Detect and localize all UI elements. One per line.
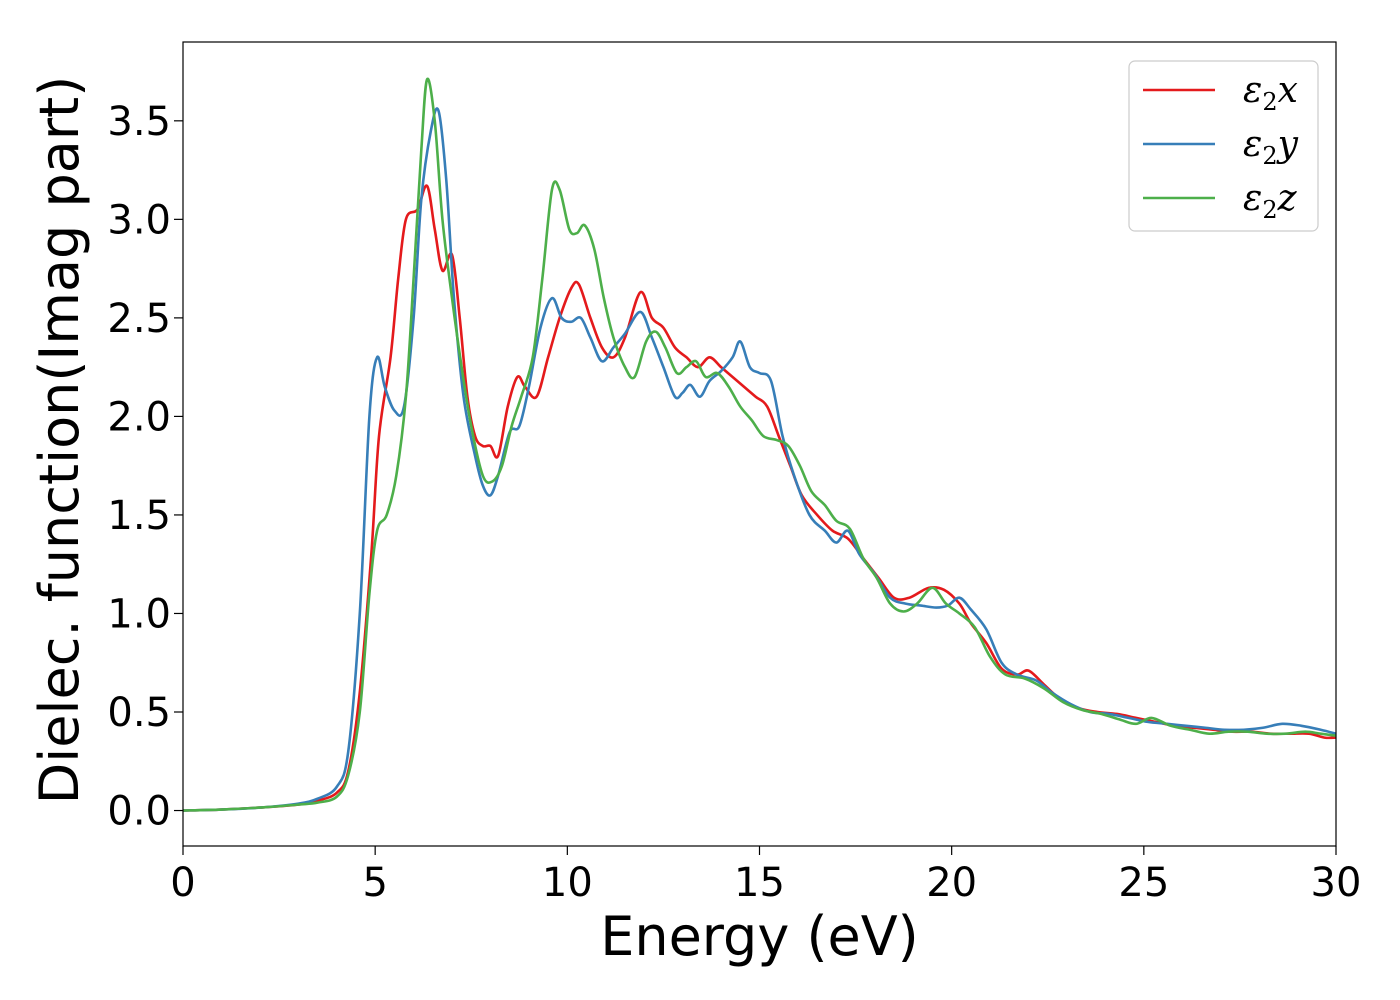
y-tick-label: 3.0	[107, 197, 171, 243]
series-line-z	[183, 77, 1336, 812]
legend-box	[1128, 60, 1319, 232]
y-axis-label: Dielec. function(Imag part)	[28, 76, 91, 805]
x-tick-label: 25	[1118, 860, 1169, 906]
series-line-x	[183, 184, 1336, 812]
legend: ε2x ε2y ε2z	[1128, 60, 1319, 232]
ticks-layer: 0 5 10 15 20 25 30 0.0 0.5 1.0 1.5 2.0 2.5 3.0 3.5	[107, 99, 1361, 906]
y-tick-label: 2.0	[107, 394, 171, 440]
x-tick-label: 10	[542, 860, 593, 906]
legend-entry-x: ε2x	[1143, 70, 1298, 116]
x-tick-label: 15	[734, 860, 785, 906]
legend-entry-z: ε2z	[1143, 178, 1298, 224]
x-tick-label: 0	[170, 860, 195, 906]
series-line-y	[183, 107, 1336, 812]
x-tick-label: 30	[1311, 860, 1362, 906]
series-layer	[183, 77, 1336, 812]
legend-entry-y: ε2y	[1143, 124, 1299, 170]
y-tick-label: 1.0	[107, 591, 171, 637]
y-tick-label: 0.5	[107, 690, 171, 736]
legend-label: ε2y	[1243, 124, 1299, 170]
legend-label: ε2x	[1243, 70, 1298, 116]
y-tick-label: 1.5	[107, 493, 171, 539]
x-tick-label: 20	[926, 860, 977, 906]
y-tick-label: 2.5	[107, 296, 171, 342]
legend-label: ε2z	[1243, 178, 1298, 224]
x-axis-label: Energy (eV)	[600, 905, 919, 968]
y-tick-label: 0.0	[107, 789, 171, 835]
y-tick-label: 3.5	[107, 99, 171, 145]
x-tick-label: 5	[362, 860, 387, 906]
